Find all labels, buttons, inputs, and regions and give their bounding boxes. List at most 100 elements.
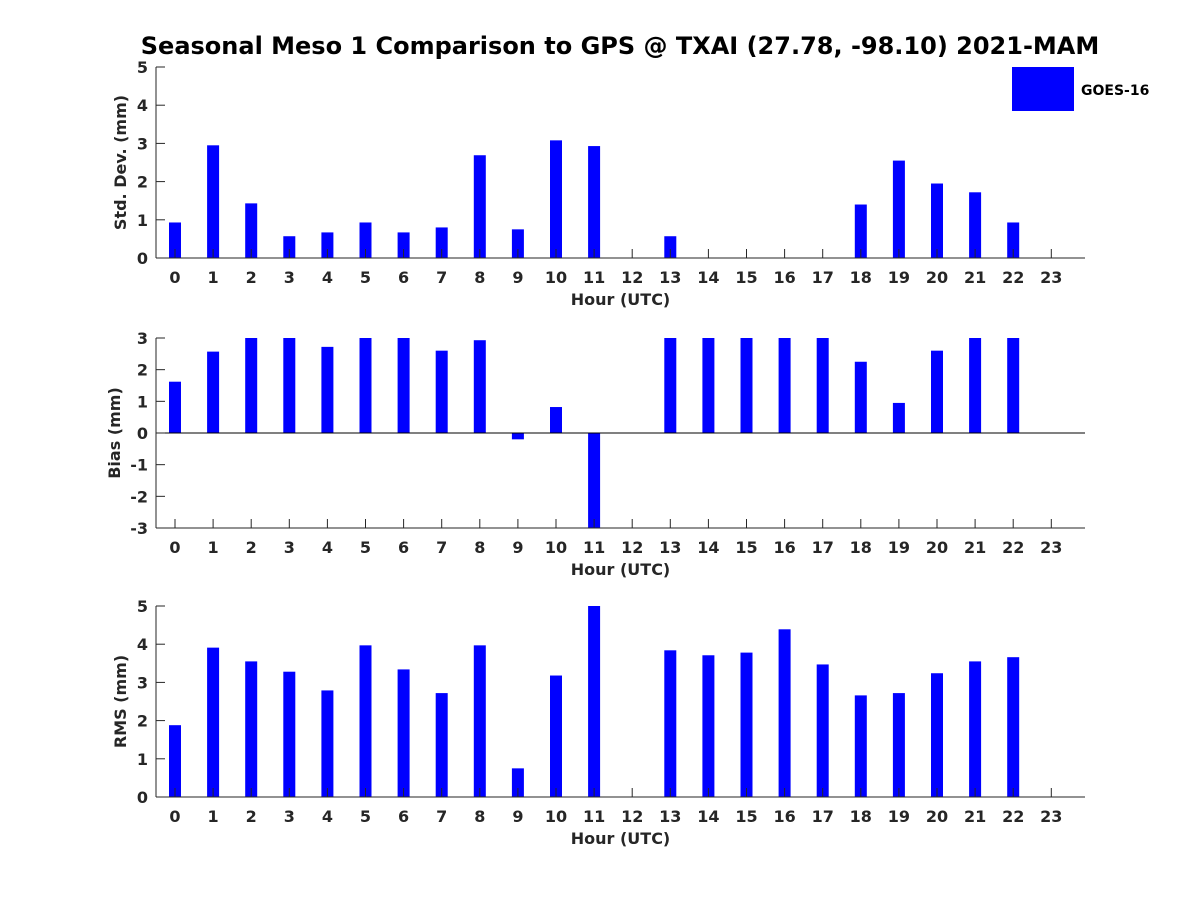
bar-hour-11 — [588, 146, 601, 258]
x-tick-label: 3 — [284, 538, 295, 557]
x-tick-label: 1 — [208, 807, 219, 826]
chart-title: Seasonal Meso 1 Comparison to GPS @ TXAI… — [141, 32, 1100, 60]
x-tick-label: 22 — [1002, 268, 1024, 287]
bar-hour-22 — [1007, 222, 1020, 258]
x-tick-label: 13 — [659, 807, 681, 826]
bar-hour-0 — [169, 222, 181, 258]
x-axis-label: Hour (UTC) — [571, 560, 671, 579]
x-tick-label: 21 — [964, 807, 986, 826]
bar-hour-3 — [283, 236, 296, 258]
x-axis-label: Hour (UTC) — [571, 829, 671, 848]
bar-hour-14 — [702, 655, 715, 797]
bar-hour-6 — [397, 232, 410, 258]
x-tick-label: 20 — [926, 538, 948, 557]
x-tick-label: 12 — [621, 268, 643, 287]
bar-hour-16 — [778, 338, 791, 433]
bar-hour-2 — [245, 338, 258, 433]
x-tick-label: 21 — [964, 268, 986, 287]
bar-hour-13 — [664, 650, 677, 797]
y-tick-label: -3 — [130, 519, 148, 538]
x-tick-label: 18 — [850, 268, 872, 287]
bar-hour-4 — [321, 346, 334, 433]
bar-hour-9 — [511, 229, 524, 258]
x-tick-label: 23 — [1040, 268, 1062, 287]
y-tick-label: -2 — [130, 487, 148, 506]
x-tick-label: 15 — [735, 807, 757, 826]
x-tick-label: 2 — [246, 538, 257, 557]
x-tick-label: 4 — [322, 268, 333, 287]
bar-hour-19 — [892, 160, 905, 258]
bar-hour-9 — [511, 768, 524, 797]
x-tick-label: 10 — [545, 807, 567, 826]
x-tick-label: 6 — [398, 268, 409, 287]
bar-hour-20 — [931, 350, 943, 433]
bar-hour-11 — [588, 433, 601, 528]
bar-hour-6 — [397, 669, 410, 797]
x-tick-label: 10 — [545, 538, 567, 557]
x-tick-label: 15 — [735, 268, 757, 287]
bar-hour-10 — [550, 140, 562, 258]
bar-hour-4 — [321, 232, 334, 258]
x-tick-label: 22 — [1002, 807, 1024, 826]
x-tick-label: 23 — [1040, 807, 1062, 826]
x-tick-label: 19 — [888, 538, 910, 557]
bar-hour-22 — [1007, 338, 1020, 433]
y-tick-label: 1 — [137, 392, 148, 411]
x-tick-label: 4 — [322, 807, 333, 826]
bar-hour-8 — [473, 645, 486, 797]
legend: GOES-16 — [1012, 67, 1149, 111]
bar-hour-19 — [892, 402, 905, 433]
bar-hour-16 — [778, 629, 791, 797]
y-tick-label: 0 — [137, 249, 148, 268]
bar-hour-11 — [588, 606, 601, 797]
bar-hour-3 — [283, 338, 296, 433]
y-tick-label: 3 — [137, 329, 148, 348]
x-tick-label: 5 — [360, 538, 371, 557]
bar-hour-22 — [1007, 657, 1020, 797]
y-tick-label: 2 — [137, 361, 148, 380]
y-tick-label: 5 — [137, 58, 148, 77]
bar-hour-9 — [511, 433, 524, 440]
x-axis-label: Hour (UTC) — [571, 290, 671, 309]
x-tick-label: 23 — [1040, 538, 1062, 557]
x-tick-label: 14 — [697, 538, 719, 557]
x-tick-label: 20 — [926, 268, 948, 287]
x-tick-label: 15 — [735, 538, 757, 557]
bar-hour-19 — [892, 693, 905, 797]
x-tick-label: 0 — [169, 268, 180, 287]
x-tick-label: 9 — [512, 807, 523, 826]
x-tick-label: 13 — [659, 268, 681, 287]
x-tick-label: 21 — [964, 538, 986, 557]
x-tick-label: 1 — [208, 538, 219, 557]
y-axis-label: Std. Dev. (mm) — [111, 95, 130, 230]
x-tick-label: 20 — [926, 807, 948, 826]
bar-hour-17 — [816, 664, 829, 797]
y-tick-label: 1 — [137, 211, 148, 230]
bar-hour-13 — [664, 236, 677, 258]
bar-hour-18 — [854, 204, 867, 258]
bar-hour-21 — [969, 338, 982, 433]
x-tick-label: 17 — [812, 268, 834, 287]
bar-hour-5 — [359, 645, 372, 797]
bar-hour-2 — [245, 661, 258, 797]
x-tick-label: 11 — [583, 807, 605, 826]
bar-hour-1 — [207, 351, 220, 433]
bar-hour-0 — [169, 381, 181, 433]
x-tick-label: 0 — [169, 807, 180, 826]
x-tick-label: 2 — [246, 807, 257, 826]
bar-hour-1 — [207, 647, 220, 797]
bar-hour-21 — [969, 661, 982, 797]
x-tick-label: 1 — [208, 268, 219, 287]
x-tick-label: 18 — [850, 807, 872, 826]
x-tick-label: 4 — [322, 538, 333, 557]
bar-hour-17 — [816, 338, 829, 433]
bar-hour-18 — [854, 695, 867, 797]
bar-hour-15 — [740, 652, 753, 797]
bar-hour-20 — [931, 183, 943, 258]
y-tick-label: 3 — [137, 134, 148, 153]
bar-hour-18 — [854, 361, 867, 433]
y-tick-label: 2 — [137, 173, 148, 192]
